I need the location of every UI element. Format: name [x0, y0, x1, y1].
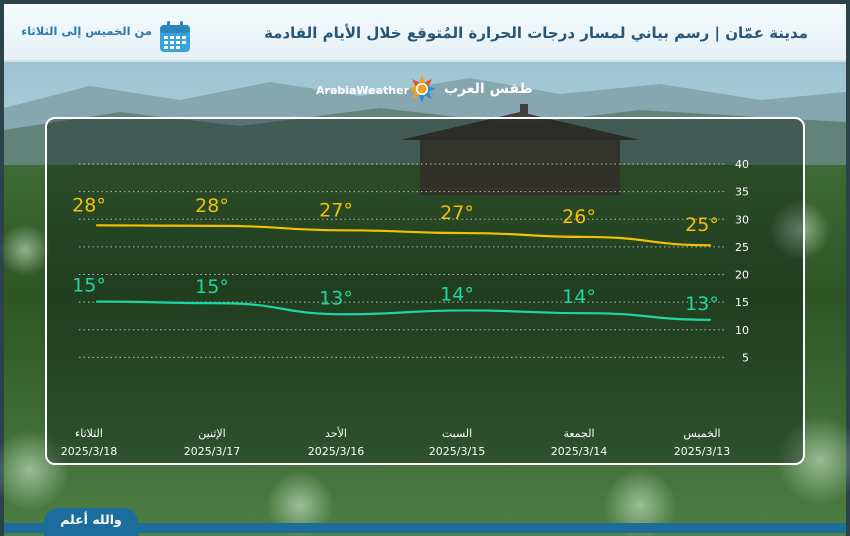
brand-name-en: ArabiaWeather: [316, 84, 410, 97]
x-tick-day: السبت: [442, 427, 472, 440]
data-label-max: 26°: [562, 206, 596, 228]
data-label-max: 25°: [685, 214, 719, 236]
data-label-min: 14°: [562, 286, 596, 308]
date-range: من الخميس إلى الثلاثاء: [21, 24, 152, 38]
data-label-max: 28°: [195, 195, 229, 217]
y-tick-label: 5: [742, 351, 749, 364]
y-tick-label: 15: [735, 296, 749, 309]
data-label-max: 27°: [319, 199, 353, 221]
x-tick-day: الأحد: [325, 426, 347, 440]
data-label-max: 27°: [440, 202, 474, 224]
x-tick-date: 2025/3/17: [184, 445, 240, 458]
x-tick-date: 2025/3/13: [674, 445, 730, 458]
data-label-min: 15°: [72, 275, 106, 297]
x-tick-date: 2025/3/16: [308, 445, 364, 458]
brand-name-ar: طقس العرب: [444, 81, 533, 97]
footer-pill: [44, 508, 138, 536]
data-label-min: 13°: [319, 287, 353, 309]
x-tick-day: الثلاثاء: [75, 427, 103, 440]
data-label-max: 28°: [72, 194, 106, 216]
y-tick-label: 20: [735, 269, 749, 282]
header-bar: مدينة عمّان | رسم بياني لمسار درجات الحر…: [4, 4, 846, 62]
calendar-icon: [160, 21, 190, 52]
series-line-max: [95, 224, 712, 247]
footer-bar: [4, 523, 846, 533]
page-title: مدينة عمّان | رسم بياني لمسار درجات الحر…: [264, 24, 808, 42]
footer-note: والله أعلم: [60, 512, 122, 527]
sun-logo-icon: [408, 75, 436, 103]
y-tick-label: 30: [735, 213, 749, 226]
data-label-min: 15°: [195, 276, 229, 298]
x-tick-date: 2025/3/18: [61, 445, 117, 458]
x-tick-day: الجمعة: [563, 427, 594, 440]
x-tick-day: الإثنين: [198, 427, 225, 440]
x-tick-date: 2025/3/14: [551, 445, 607, 458]
y-tick-label: 25: [735, 241, 749, 254]
x-tick-day: الخميس: [683, 427, 720, 440]
y-tick-label: 10: [735, 324, 749, 337]
data-label-min: 14°: [440, 283, 474, 305]
series-line-min: [95, 300, 712, 321]
temperature-chart: 5 10 15 20 25 30 35 40 25° 26° 27° 27° 28° 28° 13° 14° 1…: [61, 158, 749, 458]
brand-logo: ArabiaWeather طقس العرب: [314, 72, 534, 106]
y-tick-label: 35: [735, 186, 749, 199]
chart-panel: 5 10 15 20 25 30 35 40 25° 26° 27° 27° 28° 28° 13° 14° 1…: [45, 117, 805, 465]
data-label-min: 13°: [685, 293, 719, 315]
y-tick-label: 40: [735, 158, 749, 171]
x-tick-date: 2025/3/15: [429, 445, 485, 458]
